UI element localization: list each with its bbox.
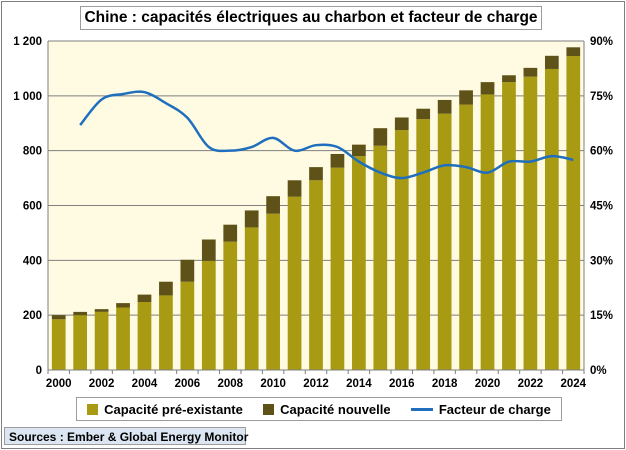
bar-existing-2021 [502, 82, 516, 370]
bar-existing-2018 [437, 113, 452, 370]
bars [51, 47, 581, 371]
x-tick-label-2024: 2024 [560, 378, 586, 390]
bar-new-2003 [116, 303, 130, 308]
bar-existing-2022 [523, 76, 538, 371]
bar-existing-2007 [201, 260, 216, 370]
bar-new-2009 [244, 210, 259, 228]
y-left-tick-label: 0 [36, 365, 42, 377]
bar-new-2013 [330, 153, 345, 168]
x-tick-label-2008: 2008 [217, 378, 243, 390]
bar-existing-2023 [544, 68, 559, 370]
chart-title: Chine : capacités électriques au charbon… [80, 6, 542, 30]
legend-swatch-load-factor [410, 407, 433, 411]
line-load-factor [79, 90, 574, 180]
legend-item-existing: Capacité pré-existante [87, 402, 243, 417]
y-right-tick-label: 45% [590, 201, 613, 213]
bar-new-2023 [544, 55, 559, 69]
bar-new-2018 [437, 99, 452, 114]
bar-existing-2005 [159, 295, 173, 370]
y-right-tick-label: 0% [590, 365, 607, 377]
bar-new-2004 [137, 294, 152, 303]
bar-existing-2004 [137, 302, 152, 370]
bar-existing-2001 [73, 315, 88, 370]
bar-existing-2020 [480, 94, 495, 371]
bar-existing-2009 [244, 227, 259, 370]
bar-existing-2008 [223, 241, 238, 370]
x-tick-label-2014: 2014 [346, 378, 372, 390]
bar-new-2005 [159, 281, 173, 296]
y-right-tick-label: 15% [590, 310, 613, 322]
bar-new-2015 [373, 128, 388, 146]
x-tick-label-2018: 2018 [432, 378, 458, 390]
x-tick-label-2012: 2012 [303, 378, 329, 390]
axes: 0 200 400 600 800 1 000 1 200 0% 15% 30% 45% 60% 75%… [13, 36, 613, 390]
bar-new-2000 [51, 315, 66, 320]
bar-new-2022 [523, 67, 538, 77]
bar-existing-2015 [373, 145, 388, 370]
x-tick-label-2016: 2016 [389, 378, 415, 390]
bar-new-2017 [416, 108, 431, 120]
bar-new-2011 [287, 180, 302, 197]
bar-existing-2013 [330, 167, 345, 370]
bar-new-2007 [201, 239, 216, 261]
y-right-tick-label: 90% [590, 36, 613, 48]
bar-new-2002 [94, 309, 109, 312]
legend-item-new: Capacité nouvelle [263, 402, 391, 417]
y-right-tick-label: 75% [590, 91, 613, 103]
y-left-tick-label: 200 [23, 310, 42, 322]
source-note: Sources : Ember & Global Energy Monitor [4, 427, 248, 445]
bar-existing-2016 [394, 130, 409, 370]
x-tick-label-2004: 2004 [132, 378, 158, 390]
legend-label-load-factor: Facteur de charge [438, 401, 551, 417]
x-tick-label-2002: 2002 [89, 378, 115, 390]
bar-new-2010 [266, 196, 280, 214]
x-tick-label-2020: 2020 [475, 378, 501, 390]
bar-new-2021 [502, 75, 516, 83]
bar-existing-2011 [287, 196, 302, 370]
bar-existing-2024 [566, 56, 581, 371]
bar-new-2001 [73, 311, 88, 316]
bar-existing-2019 [459, 104, 473, 371]
x-tick-label-2000: 2000 [46, 378, 72, 390]
bar-existing-2017 [416, 119, 431, 370]
bar-existing-2014 [352, 156, 366, 370]
legend-swatch-new [263, 403, 275, 415]
bar-existing-2002 [94, 311, 109, 370]
bar-new-2016 [394, 117, 409, 131]
bar-existing-2010 [266, 213, 280, 370]
bar-new-2008 [223, 224, 238, 242]
legend-label-new: Capacité nouvelle [280, 401, 391, 417]
bar-existing-2012 [309, 180, 323, 370]
x-tick-label-2010: 2010 [260, 378, 286, 390]
load-factor-line [79, 90, 574, 180]
x-tick-label-2022: 2022 [518, 378, 544, 390]
bar-new-2024 [566, 47, 581, 57]
bar-new-2006 [180, 259, 195, 282]
bar-existing-2006 [180, 281, 195, 370]
y-left-tick-label: 600 [23, 201, 42, 213]
y-left-tick-label: 800 [23, 146, 42, 158]
y-right-tick-label: 60% [590, 146, 613, 158]
x-tick-label-2006: 2006 [175, 378, 201, 390]
y-left-tick-label: 400 [23, 255, 42, 267]
bar-new-2014 [352, 144, 366, 157]
legend-item-load-factor: Facteur de charge [410, 401, 551, 417]
legend-swatch-existing [87, 403, 99, 415]
legend-label-existing: Capacité pré-existante [104, 401, 243, 417]
legend: Capacité pré-existante Capacité nouvelle… [76, 397, 562, 421]
bar-existing-2000 [51, 319, 66, 370]
y-left-tick-label: 1 000 [13, 91, 42, 103]
bar-new-2019 [459, 90, 473, 105]
bar-existing-2003 [116, 307, 130, 370]
bar-new-2020 [480, 82, 495, 95]
bar-new-2012 [309, 167, 323, 181]
y-right-tick-label: 30% [590, 255, 613, 267]
y-left-tick-label: 1 200 [13, 36, 42, 48]
